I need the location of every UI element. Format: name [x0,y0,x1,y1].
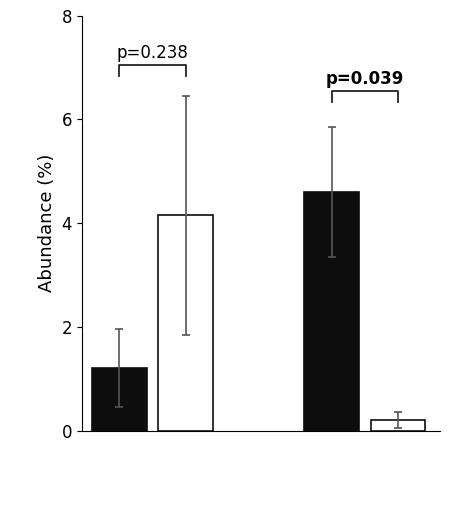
Text: p=0.238: p=0.238 [117,45,188,62]
Bar [305,192,359,430]
Bar [158,215,213,430]
Bar [92,369,147,430]
Bar [370,420,425,430]
Y-axis label: Abundance (%): Abundance (%) [38,154,56,292]
Text: p=0.039: p=0.039 [326,70,404,88]
